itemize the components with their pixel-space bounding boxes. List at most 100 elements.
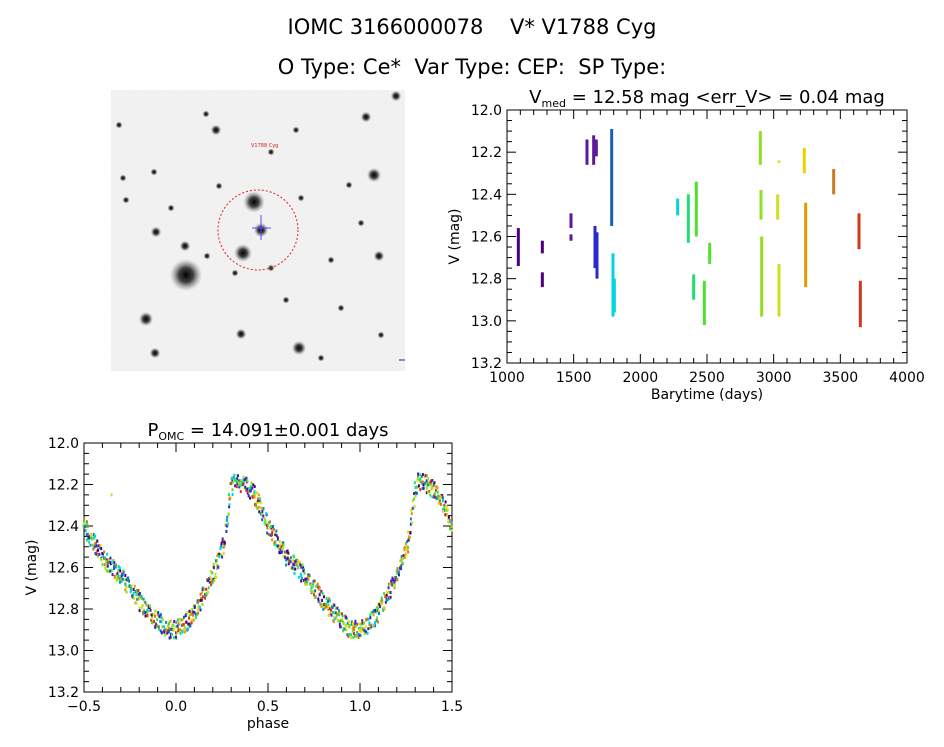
- target-circle: [217, 189, 299, 271]
- x-tick-label: 0.0: [165, 699, 187, 715]
- star: [149, 347, 161, 359]
- phase-points: [82, 472, 454, 640]
- x-tick-label: 3000: [756, 370, 792, 386]
- y-tick-label: 12.2: [48, 478, 79, 494]
- data-point: [594, 139, 598, 157]
- star: [150, 168, 158, 176]
- star: [373, 250, 385, 262]
- data-point: [708, 242, 712, 264]
- star: [292, 126, 300, 134]
- x-axis-label: Barytime (days): [651, 387, 763, 403]
- phase-plot: −0.5 0.0 0.5 1.0 1.5 12.0 12.2 12.4 12.6 12.8 13.0…: [24, 420, 463, 732]
- data-point: [758, 131, 762, 165]
- data-point: [676, 198, 680, 216]
- x-tick-label: 1500: [556, 370, 592, 386]
- star: [169, 258, 203, 292]
- star: [202, 110, 210, 118]
- x-axis-label: phase: [247, 716, 289, 732]
- x-tick-label: 2000: [623, 370, 659, 386]
- y-tick-label: 12.6: [471, 230, 502, 246]
- star: [377, 331, 385, 339]
- data-point: [593, 225, 597, 269]
- data-point: [540, 272, 544, 288]
- y-tick-label: 13.2: [48, 685, 79, 701]
- star: [119, 174, 127, 182]
- star: [243, 191, 265, 213]
- data-point: [595, 232, 599, 279]
- time-plot-frame: [506, 109, 908, 364]
- star: [282, 296, 290, 304]
- data-point: [569, 234, 573, 241]
- data-point: [702, 280, 706, 326]
- star: [291, 340, 307, 356]
- data-point: [540, 240, 544, 254]
- star: [366, 167, 382, 183]
- y-tick-label: 12.8: [471, 272, 502, 288]
- data-point: [777, 263, 781, 317]
- x-tick-label: 2500: [689, 370, 725, 386]
- y-tick-label: 12.0: [471, 103, 502, 119]
- star: [235, 328, 247, 340]
- star: [337, 304, 345, 312]
- y-tick-label: 13.2: [471, 356, 502, 372]
- x-tick-label: 1.5: [441, 699, 463, 715]
- x-tick-label: 0.5: [257, 699, 279, 715]
- outlier-point: [110, 493, 113, 497]
- star: [297, 194, 305, 202]
- star: [390, 90, 402, 102]
- y-axis-label: V (mag): [447, 208, 463, 264]
- star: [150, 226, 162, 238]
- data-point: [858, 280, 862, 328]
- data-point: [804, 202, 808, 288]
- star: [234, 244, 252, 262]
- data-point: [569, 213, 573, 229]
- data-point: [832, 169, 836, 195]
- x-tick-label: 1000: [489, 370, 525, 386]
- star: [138, 311, 154, 327]
- y-tick-label: 12.8: [48, 602, 79, 618]
- plot-title: Vmed = 12.58 mag <err_V> = 0.04 mag: [529, 87, 885, 110]
- data-point: [585, 139, 589, 165]
- y-tick-label: 12.4: [471, 187, 502, 203]
- data-point: [612, 278, 616, 313]
- x-tick-label: −0.5: [67, 699, 101, 715]
- data-point: [760, 236, 764, 317]
- data-point: [802, 147, 806, 174]
- data-point: [592, 135, 596, 165]
- y-tick-label: 12.0: [48, 436, 79, 452]
- x-tick-label: 1.0: [349, 699, 371, 715]
- y-tick-label: 13.0: [471, 314, 502, 330]
- target-label: V1788 Cyg: [251, 143, 278, 149]
- x-tick-label: 3500: [823, 370, 859, 386]
- chart-title: IOMC 3166000078 V* V1788 Cyg: [287, 15, 657, 39]
- y-tick-label: 12.2: [471, 145, 502, 161]
- y-tick-label: 12.6: [48, 561, 79, 577]
- star: [345, 181, 353, 189]
- star: [179, 240, 191, 252]
- data-point: [516, 228, 520, 267]
- y-axis-label: V (mag): [24, 539, 40, 595]
- data-point: [694, 181, 698, 237]
- star: [231, 269, 239, 277]
- star: [267, 148, 275, 156]
- star: [210, 124, 222, 136]
- star: [203, 252, 211, 260]
- star-field-image: V1788 Cyg: [111, 90, 405, 371]
- data-point: [777, 160, 781, 163]
- data-point: [686, 194, 690, 243]
- star: [357, 219, 365, 227]
- star: [360, 111, 372, 123]
- star: [327, 256, 335, 264]
- star: [122, 196, 130, 204]
- data-point: [776, 194, 780, 220]
- y-tick-label: 13.0: [48, 644, 79, 660]
- stars: [115, 90, 402, 362]
- data-point: [692, 274, 696, 300]
- star: [167, 204, 175, 212]
- star: [317, 354, 325, 362]
- chart-subtitle: O Type: Ce* Var Type: CEP: SP Type:: [277, 55, 667, 79]
- star: [115, 121, 123, 129]
- outlier-point: [257, 493, 260, 497]
- data-point: [759, 190, 763, 220]
